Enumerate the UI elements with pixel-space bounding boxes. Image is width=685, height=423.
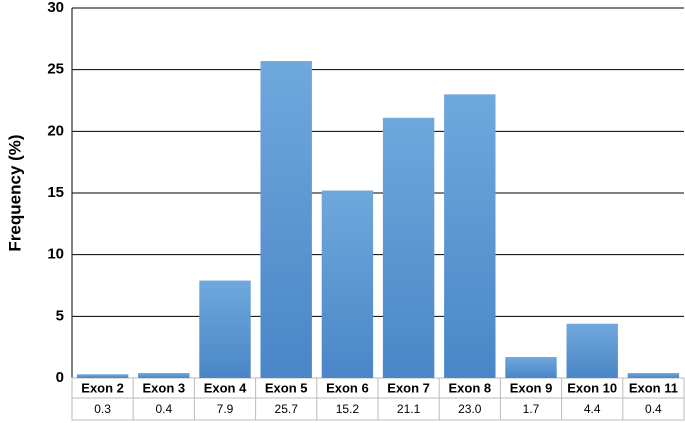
y-tick-label: 20 [47,122,64,139]
x-tick-label: Exon 8 [448,380,491,395]
y-tick-label: 0 [56,369,64,386]
bar [76,374,129,378]
x-tick-label: Exon 7 [387,380,430,395]
bar [382,117,435,379]
y-tick-label: 25 [47,61,64,78]
bar [260,61,312,379]
value-label: 25.7 [275,402,299,416]
x-tick-label: Exon 5 [265,380,308,395]
bar [138,373,190,378]
x-tick-label: Exon 10 [567,380,617,395]
x-tick-label: Exon 4 [204,380,247,395]
value-label: 23.0 [458,402,482,416]
bar [321,190,374,378]
y-tick-label: 10 [47,246,64,263]
value-label: 1.7 [523,402,540,416]
x-tick-label: Exon 9 [510,380,553,395]
x-tick-label: Exon 6 [326,380,369,395]
bar [199,280,251,378]
value-label: 0.4 [155,402,172,416]
bar [505,357,557,378]
bar [444,94,496,378]
bar [566,323,618,378]
x-tick-label: Exon 11 [629,380,678,395]
value-label: 7.9 [217,402,234,416]
y-tick-label: 15 [47,184,64,201]
y-axis-label: Frequency (%) [5,134,24,251]
value-label: 15.2 [336,402,360,416]
y-tick-label: 5 [56,307,64,324]
value-label: 4.4 [584,402,601,416]
value-label: 21.1 [397,402,421,416]
value-label: 0.3 [94,402,111,416]
value-label: 0.4 [645,402,662,416]
x-tick-label: Exon 2 [81,380,124,395]
bar [627,373,680,378]
y-tick-label: 30 [47,0,64,16]
x-tick-label: Exon 3 [142,380,185,395]
